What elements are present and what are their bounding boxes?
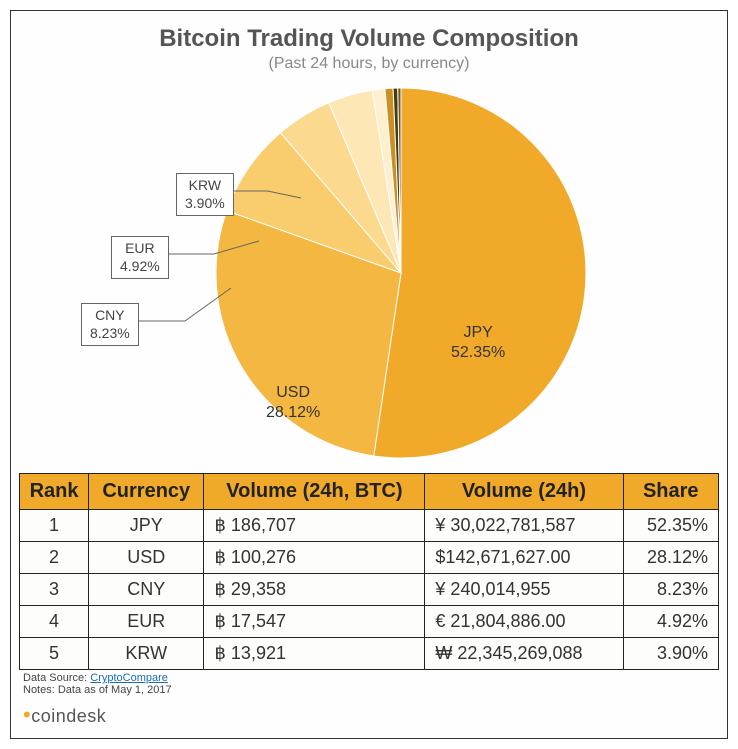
pie-slice-jpy (374, 88, 586, 458)
chart-subtitle: (Past 24 hours, by currency) (11, 55, 727, 73)
cell-share: 28.12% (623, 542, 719, 574)
cell-rank: 2 (20, 542, 89, 574)
cell-currency: USD (89, 542, 204, 574)
callout-cny: CNY8.23% (81, 303, 139, 346)
cell-rank: 5 (20, 638, 89, 670)
brand-dot-icon: • (23, 702, 31, 727)
cell-currency: JPY (89, 510, 204, 542)
col-rank: Rank (20, 474, 89, 510)
cell-vol: $142,671,627.00 (425, 542, 623, 574)
table-row: 2USD฿ 100,276$142,671,627.0028.12% (20, 542, 719, 574)
cell-currency: EUR (89, 606, 204, 638)
cell-vol: ¥ 30,022,781,587 (425, 510, 623, 542)
col-share: Share (623, 474, 719, 510)
callout-krw: KRW3.90% (176, 173, 234, 216)
slice-label-usd: USD28.12% (266, 383, 320, 423)
cell-vol: € 21,804,886.00 (425, 606, 623, 638)
cell-rank: 3 (20, 574, 89, 606)
cell-vol: ¥ 240,014,955 (425, 574, 623, 606)
cell-btc: ฿ 100,276 (204, 542, 425, 574)
col-btc: Volume (24h, BTC) (204, 474, 425, 510)
infographic-frame: Bitcoin Trading Volume Composition (Past… (10, 10, 728, 739)
cell-btc: ฿ 13,921 (204, 638, 425, 670)
cell-vol: ₩ 22,345,269,088 (425, 638, 623, 670)
cell-share: 8.23% (623, 574, 719, 606)
cell-rank: 1 (20, 510, 89, 542)
cell-currency: CNY (89, 574, 204, 606)
cell-share: 52.35% (623, 510, 719, 542)
footer: Data Source: CryptoCompare Notes: Data a… (23, 672, 172, 728)
col-currency: Currency (89, 474, 204, 510)
col-vol: Volume (24h) (425, 474, 623, 510)
pie-chart-area: JPY52.35% USD28.12% CNY8.23% EUR4.92%KRW3.9… (11, 73, 727, 473)
brand-text: coindesk (31, 706, 106, 726)
cell-btc: ฿ 17,547 (204, 606, 425, 638)
table-row: 3CNY฿ 29,358¥ 240,014,9558.23% (20, 574, 719, 606)
footer-notes: Notes: Data as of May 1, 2017 (23, 684, 172, 696)
cell-btc: ฿ 29,358 (204, 574, 425, 606)
table-row: 5KRW฿ 13,921₩ 22,345,269,0883.90% (20, 638, 719, 670)
table-header-row: Rank Currency Volume (24h, BTC) Volume (… (20, 474, 719, 510)
table-row: 4EUR฿ 17,547€ 21,804,886.004.92% (20, 606, 719, 638)
cell-share: 4.92% (623, 606, 719, 638)
cell-share: 3.90% (623, 638, 719, 670)
cell-btc: ฿ 186,707 (204, 510, 425, 542)
cell-currency: KRW (89, 638, 204, 670)
brand-logo: •coindesk (23, 702, 172, 728)
slice-label-jpy: JPY52.35% (451, 323, 505, 363)
chart-title: Bitcoin Trading Volume Composition (11, 25, 727, 53)
table-row: 1JPY฿ 186,707¥ 30,022,781,58752.35% (20, 510, 719, 542)
cell-rank: 4 (20, 606, 89, 638)
source-link[interactable]: CryptoCompare (90, 672, 168, 684)
source-label: Data Source: (23, 672, 90, 684)
volume-table: Rank Currency Volume (24h, BTC) Volume (… (19, 473, 719, 670)
callout-eur: EUR4.92% (111, 236, 169, 279)
